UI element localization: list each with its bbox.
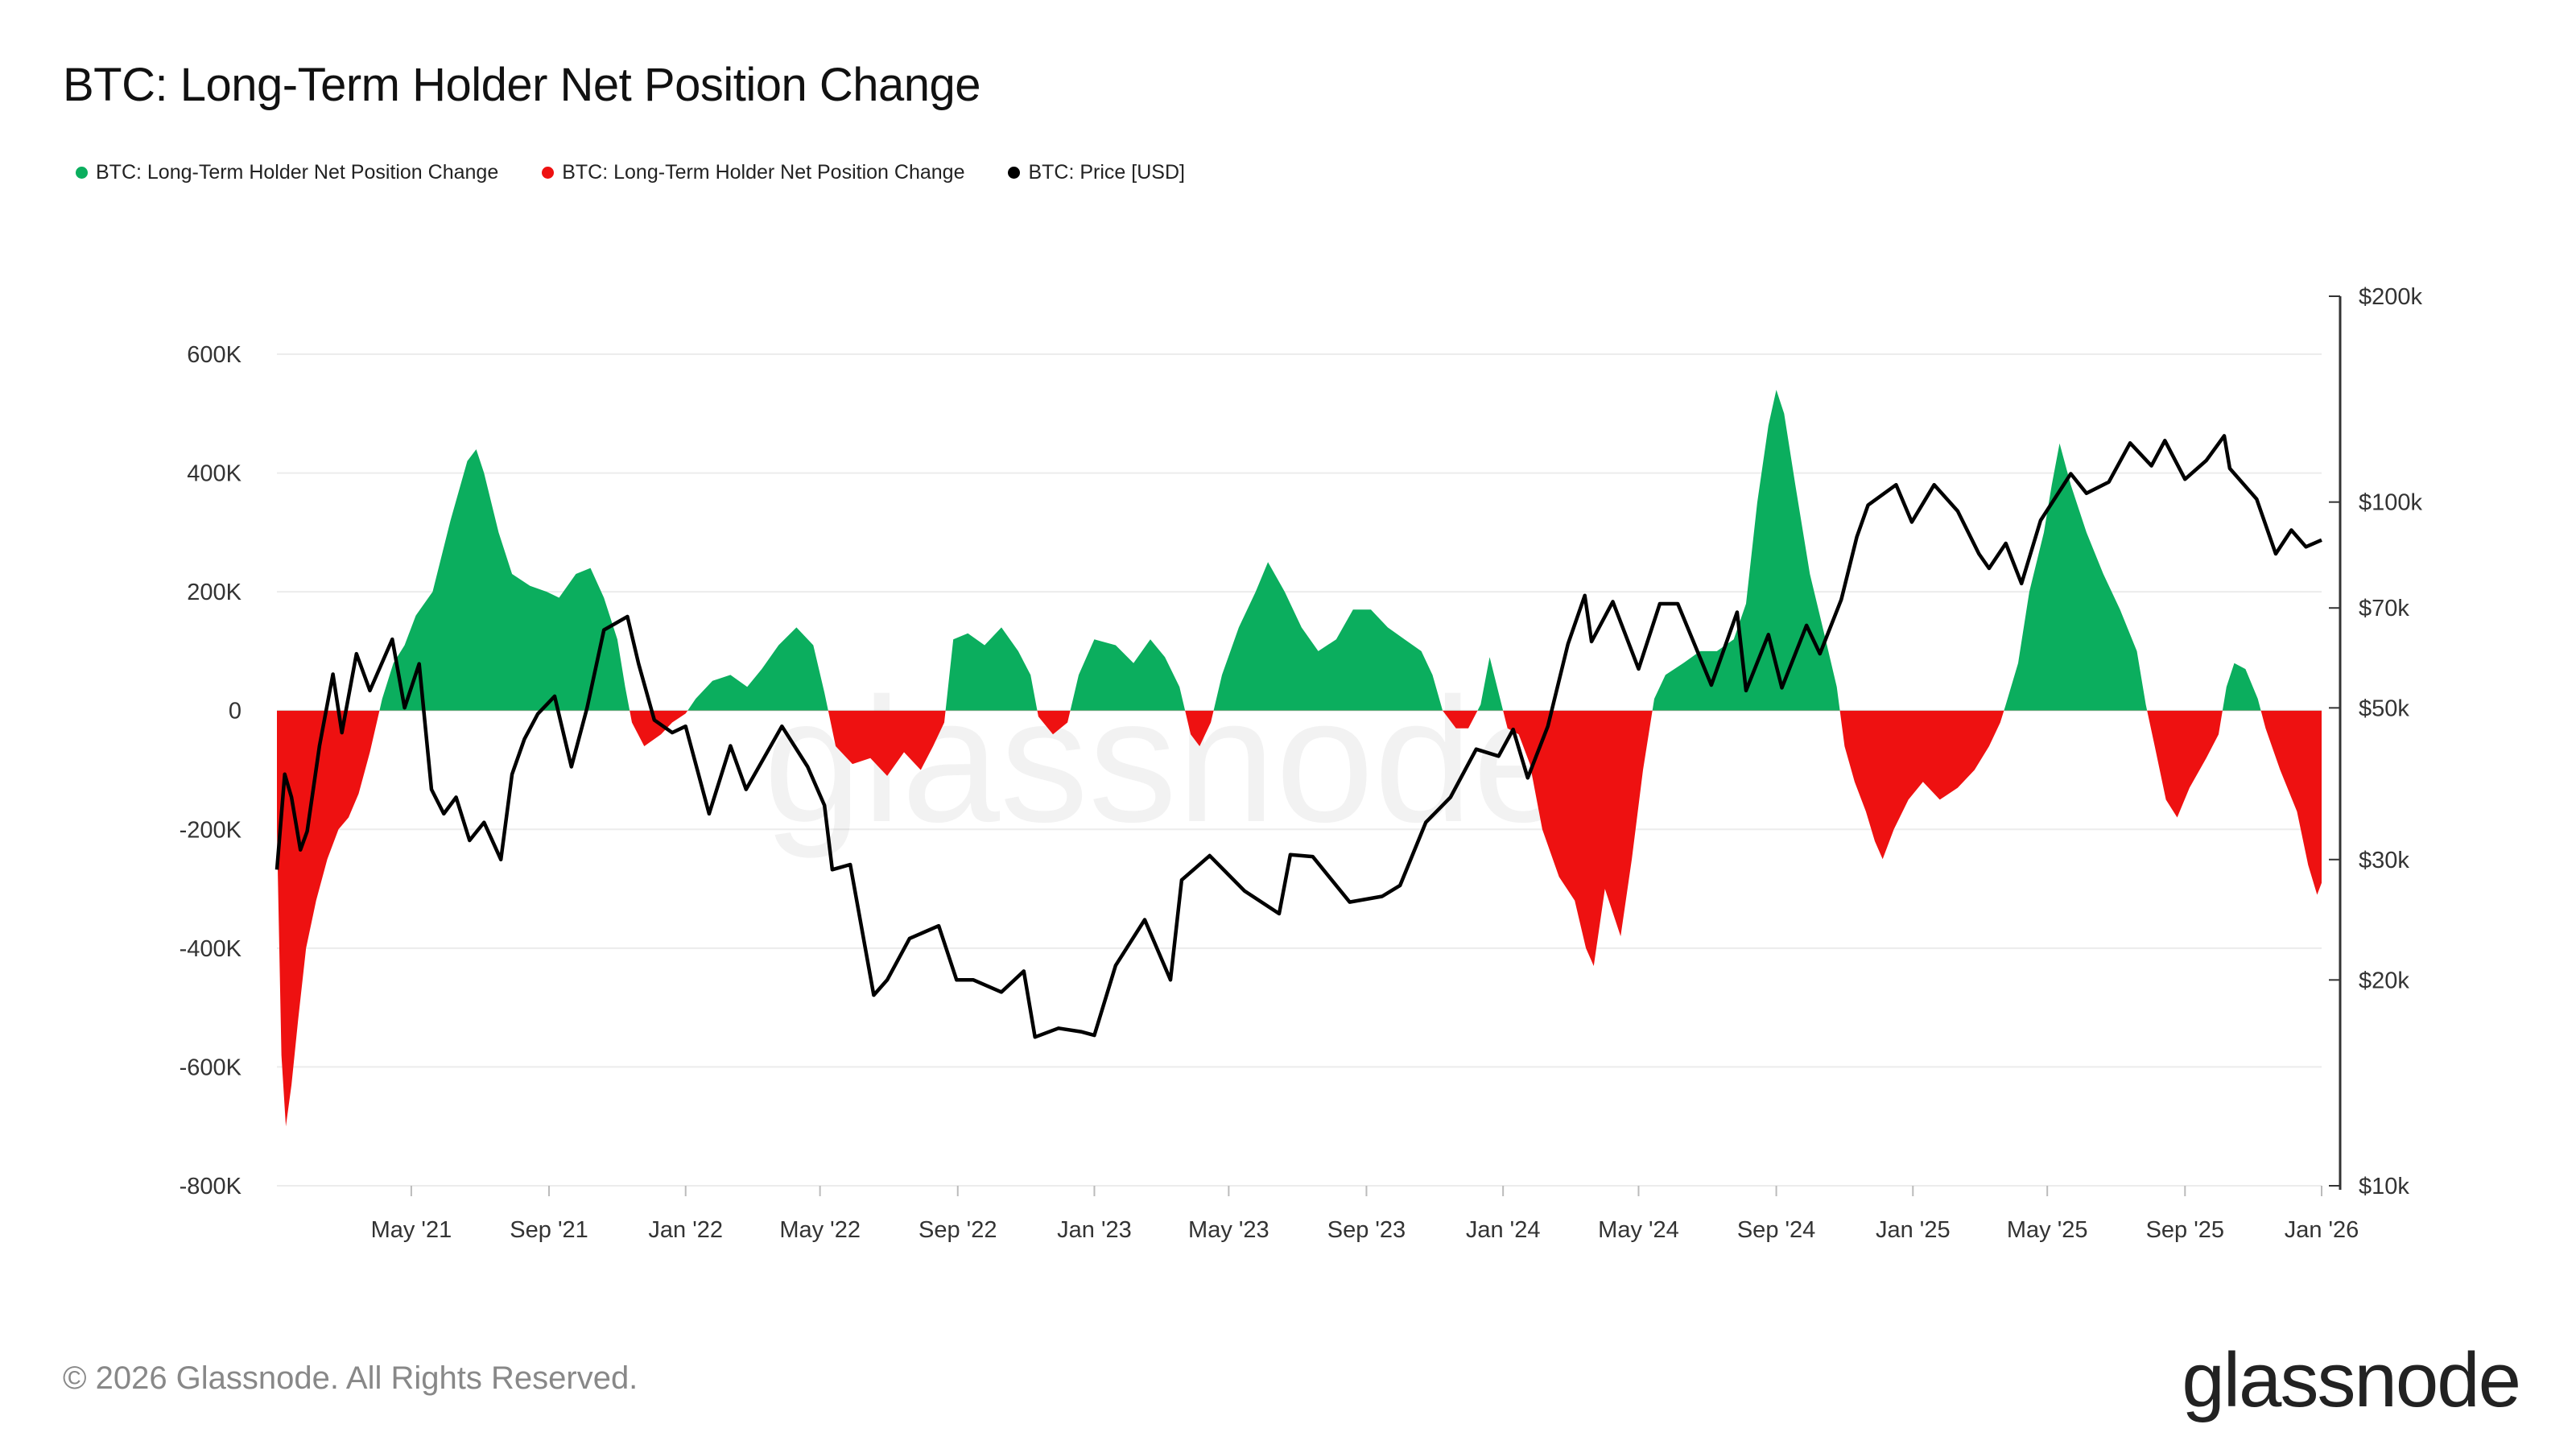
y-right-tick-label: $100k xyxy=(2359,490,2423,516)
y-left-tick-label: 400K xyxy=(187,461,242,487)
x-tick-label: May '22 xyxy=(779,1217,861,1243)
x-tick-label: Sep '24 xyxy=(1737,1217,1815,1243)
y-right-tick-label: $10k xyxy=(2359,1174,2409,1199)
x-tick-label: May '25 xyxy=(2007,1217,2088,1243)
legend-item-price[interactable]: BTC: Price [USD] xyxy=(1008,161,1185,184)
y-left-tick-label: -800K xyxy=(180,1174,242,1199)
x-tick-label: Sep '21 xyxy=(510,1217,588,1243)
y-left-tick-label: -200K xyxy=(180,817,242,843)
legend-label-price: BTC: Price [USD] xyxy=(1028,161,1185,184)
legend-dot-negative xyxy=(542,167,555,179)
legend-dot-positive xyxy=(76,167,88,179)
y-right-tick-label: $200k xyxy=(2359,284,2423,310)
legend-label-positive: BTC: Long-Term Holder Net Position Chang… xyxy=(96,161,499,184)
x-tick-label: May '21 xyxy=(371,1217,452,1243)
y-left-tick-label: 600K xyxy=(187,342,242,368)
x-tick-label: May '23 xyxy=(1188,1217,1269,1243)
y-left-tick-label: 200K xyxy=(187,580,242,605)
y-right-tick-label: $50k xyxy=(2359,696,2409,721)
chart-title: BTC: Long-Term Holder Net Position Chang… xyxy=(63,59,981,111)
legend-label-negative: BTC: Long-Term Holder Net Position Chang… xyxy=(562,161,965,184)
x-tick-label: Jan '23 xyxy=(1057,1217,1132,1243)
x-tick-label: May '24 xyxy=(1598,1217,1679,1243)
x-tick-label: Jan '26 xyxy=(2285,1217,2359,1243)
grid xyxy=(277,353,2322,1187)
price-line xyxy=(275,434,2322,1039)
legend-dot-price xyxy=(1008,167,1021,179)
brand-logo: glassnode xyxy=(2182,1337,2521,1423)
legend: BTC: Long-Term Holder Net Position Chang… xyxy=(76,161,1185,184)
x-tick-label: Sep '22 xyxy=(919,1217,997,1243)
x-tick-label: Jan '24 xyxy=(1466,1217,1541,1243)
axes: 600K 400K 200K 0 -200K -400K -600K -800K $200k $1… xyxy=(180,284,2423,1243)
y-left-tick-label: -400K xyxy=(180,936,242,962)
y-left-tick-label: 0 xyxy=(229,699,242,724)
price-series-line xyxy=(275,434,2322,1039)
y-right-tick-label: $70k xyxy=(2359,596,2409,621)
x-tick-label: Sep '25 xyxy=(2146,1217,2224,1243)
y-right-tick-label: $20k xyxy=(2359,968,2409,993)
x-tick-label: Sep '23 xyxy=(1327,1217,1406,1243)
y-left-tick-label: -600K xyxy=(180,1055,242,1080)
x-tick-label: Jan '25 xyxy=(1876,1217,1951,1243)
x-tick-label: Jan '22 xyxy=(648,1217,723,1243)
legend-item-positive[interactable]: BTC: Long-Term Holder Net Position Chang… xyxy=(76,161,498,184)
y-right-tick-label: $30k xyxy=(2359,848,2409,873)
legend-item-negative[interactable]: BTC: Long-Term Holder Net Position Chang… xyxy=(542,161,964,184)
copyright-footer: © 2026 Glassnode. All Rights Reserved. xyxy=(63,1360,638,1396)
